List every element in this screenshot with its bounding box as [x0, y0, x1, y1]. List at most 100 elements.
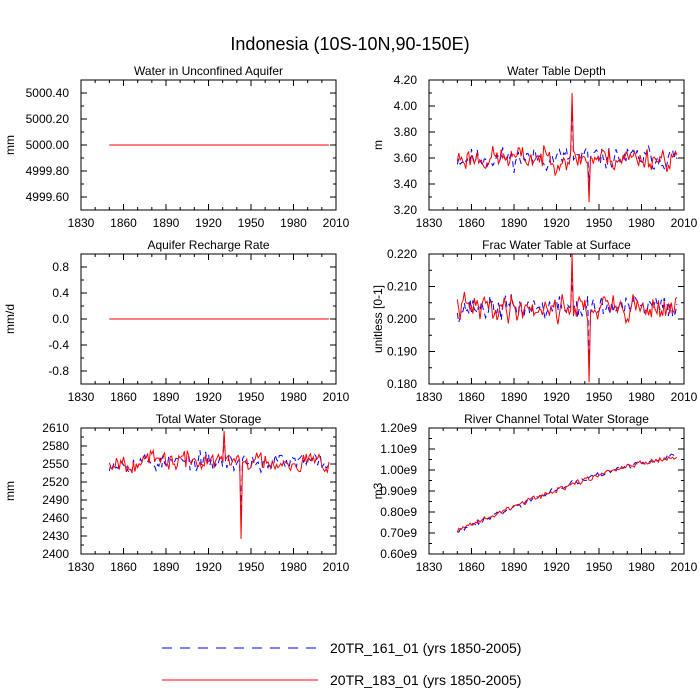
- y-tick-label: 0.210: [387, 280, 417, 294]
- y-tick-label: 3.60: [394, 151, 418, 165]
- x-tick-label: 1890: [501, 390, 528, 404]
- y-tick-label: 3.20: [394, 203, 418, 217]
- y-tick-label: 5000.20: [26, 112, 70, 126]
- x-tick-label: 1830: [416, 560, 443, 574]
- x-tick-label: 1950: [238, 216, 265, 230]
- legend: 20TR_161_01 (yrs 1850-2005) 20TR_183_01 …: [162, 640, 521, 688]
- x-tick-label: 1830: [416, 216, 443, 230]
- panel-1: Water in Unconfined Aquifer 1830 1860 1890 1…: [3, 64, 350, 230]
- y-tick-label: 0.220: [387, 247, 417, 261]
- y-tick-label: 0.4: [52, 286, 69, 300]
- x-tick-label: 1980: [628, 216, 655, 230]
- y-tick-label: -0.4: [48, 338, 69, 352]
- x-tick-label: 1860: [110, 560, 137, 574]
- y-tick-label: 4999.60: [26, 190, 70, 204]
- series-line-183: [108, 430, 330, 540]
- panel-title: River Channel Total Water Storage: [464, 412, 649, 426]
- x-tick-label: 1920: [543, 216, 570, 230]
- x-tick-label: 2010: [323, 390, 350, 404]
- x-tick-label: 1920: [195, 560, 222, 574]
- panel-title: Total Water Storage: [156, 412, 262, 426]
- legend-label-183: 20TR_183_01 (yrs 1850-2005): [330, 672, 521, 688]
- y-tick-label: 2520: [42, 475, 69, 489]
- x-tick-label: 1860: [458, 390, 485, 404]
- plot-frame: [80, 427, 337, 555]
- panel-3: Aquifer Recharge Rate 1830 1860 1890 1920 195…: [3, 238, 350, 404]
- panel-2: Water Table Depth 1830 1860 1890 1920 1950 198…: [371, 64, 698, 230]
- y-axis-label: m3: [371, 482, 385, 499]
- y-axis-label: unitless [0-1]: [371, 285, 385, 353]
- x-tick-label: 1920: [543, 560, 570, 574]
- x-tick-label: 1830: [68, 390, 95, 404]
- y-tick-label: 1.20e9: [380, 421, 417, 435]
- x-tick-label: 1860: [458, 216, 485, 230]
- y-tick-label: 0.0: [52, 312, 69, 326]
- y-tick-label: 2610: [42, 421, 69, 435]
- y-tick-label: 3.40: [394, 177, 418, 191]
- x-tick-label: 1920: [195, 216, 222, 230]
- x-tick-label: 1980: [280, 390, 307, 404]
- series-line-161: [457, 453, 678, 533]
- x-tick-label: 2010: [323, 560, 350, 574]
- y-tick-label: 0.190: [387, 345, 417, 359]
- x-tick-label: 1950: [586, 390, 613, 404]
- x-tick-label: 1830: [416, 390, 443, 404]
- y-axis-label: m: [371, 140, 385, 150]
- x-tick-label: 1920: [543, 390, 570, 404]
- x-tick-label: 1890: [501, 560, 528, 574]
- y-tick-label: 0.60e9: [380, 547, 417, 561]
- x-tick-label: 2010: [323, 216, 350, 230]
- series-line-183: [456, 456, 678, 533]
- x-tick-label: 1950: [238, 560, 265, 574]
- panel-5: Total Water Storage 1830 1860 1890 1920 1950 1…: [3, 412, 350, 574]
- x-tick-label: 1860: [110, 390, 137, 404]
- y-tick-label: 4999.80: [26, 164, 70, 178]
- x-tick-label: 1950: [238, 390, 265, 404]
- y-tick-label: 5000.00: [26, 138, 70, 152]
- x-tick-label: 1860: [458, 560, 485, 574]
- x-tick-label: 1890: [153, 216, 180, 230]
- series-line-161: [456, 103, 678, 187]
- y-tick-label: 2430: [42, 529, 69, 543]
- y-tick-label: 0.90e9: [380, 484, 417, 498]
- series-line-161: [108, 433, 330, 514]
- y-tick-label: 1.00e9: [380, 463, 417, 477]
- x-tick-label: 1980: [280, 216, 307, 230]
- x-tick-label: 2010: [671, 560, 698, 574]
- panel-6: River Channel Total Water Storage 1830 186…: [371, 412, 698, 574]
- x-tick-label: 1890: [153, 390, 180, 404]
- y-tick-label: 2550: [42, 457, 69, 471]
- y-tick-label: 1.10e9: [380, 442, 417, 456]
- plot-frame: [428, 79, 685, 211]
- x-tick-label: 1860: [110, 216, 137, 230]
- y-tick-label: 2580: [42, 439, 69, 453]
- x-tick-label: 1890: [501, 216, 528, 230]
- x-tick-label: 1980: [280, 560, 307, 574]
- y-tick-label: 0.180: [387, 377, 417, 391]
- panel-title: Frac Water Table at Surface: [482, 238, 631, 252]
- y-tick-label: 0.80e9: [380, 505, 417, 519]
- x-tick-label: 1920: [195, 390, 222, 404]
- y-tick-label: -0.8: [48, 364, 69, 378]
- y-tick-label: 3.80: [394, 125, 418, 139]
- x-tick-label: 2010: [671, 390, 698, 404]
- x-tick-label: 1980: [628, 560, 655, 574]
- x-tick-label: 1830: [68, 560, 95, 574]
- x-tick-label: 1950: [586, 560, 613, 574]
- y-tick-label: 0.200: [387, 312, 417, 326]
- y-tick-label: 0.8: [52, 260, 69, 274]
- x-tick-label: 1950: [586, 216, 613, 230]
- panel-title: Aquifer Recharge Rate: [147, 238, 269, 252]
- x-tick-label: 1830: [68, 216, 95, 230]
- x-tick-label: 1980: [628, 390, 655, 404]
- y-tick-label: 4.20: [394, 73, 418, 87]
- x-tick-label: 1890: [153, 560, 180, 574]
- y-axis-label: mm/d: [3, 304, 17, 334]
- y-tick-label: 4.00: [394, 99, 418, 113]
- y-axis-label: mm: [3, 481, 17, 501]
- y-tick-label: 2490: [42, 493, 69, 507]
- y-tick-label: 0.70e9: [380, 526, 417, 540]
- figure-title: Indonesia (10S-10N,90-150E): [230, 34, 469, 54]
- panels: Water in Unconfined Aquifer 1830 1860 1890 1…: [3, 64, 698, 574]
